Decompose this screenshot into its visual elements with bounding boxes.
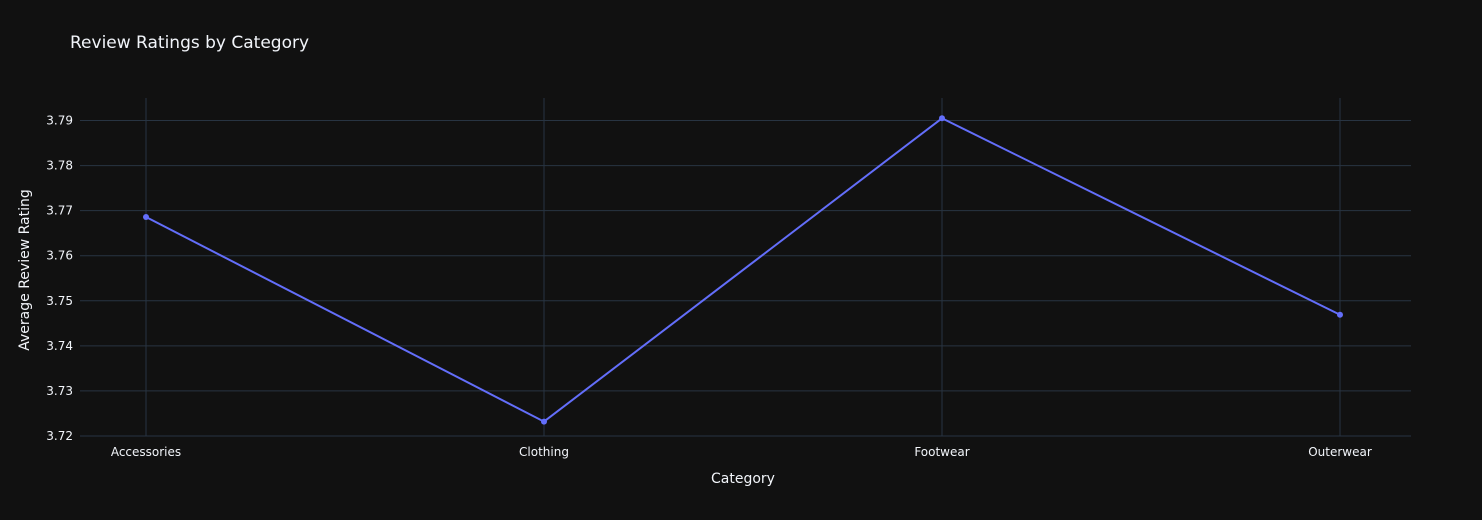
x-axis-title: Category — [711, 471, 775, 487]
x-axis-ticks: Accessories Clothing Footwear Outerwear — [111, 445, 1372, 459]
y-axis-title: Average Review Rating — [17, 189, 33, 350]
x-tick-label: Accessories — [111, 445, 181, 459]
data-point — [143, 213, 149, 220]
grid — [80, 98, 1411, 437]
data-point — [1337, 311, 1343, 318]
y-axis-ticks: 3.72 3.73 3.74 3.75 3.76 3.77 3.78 3.79 — [46, 114, 73, 443]
data-point — [939, 115, 945, 122]
y-tick-label: 3.74 — [46, 339, 73, 353]
y-tick-label: 3.77 — [46, 204, 73, 218]
x-tick-label: Footwear — [914, 445, 969, 459]
y-tick-label: 3.75 — [46, 294, 73, 308]
chart-title: Review Ratings by Category — [70, 33, 309, 53]
series-group — [143, 115, 1343, 425]
y-tick-label: 3.79 — [46, 114, 73, 128]
x-tick-label: Outerwear — [1308, 445, 1372, 459]
x-tick-label: Clothing — [519, 445, 569, 459]
y-tick-label: 3.76 — [46, 249, 73, 263]
y-tick-label: 3.72 — [46, 429, 73, 443]
y-tick-label: 3.78 — [46, 159, 73, 173]
data-point — [541, 418, 547, 425]
series-line — [145, 117, 1341, 423]
y-tick-label: 3.73 — [46, 384, 73, 398]
